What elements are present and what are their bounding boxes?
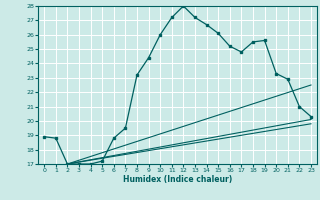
X-axis label: Humidex (Indice chaleur): Humidex (Indice chaleur) — [123, 175, 232, 184]
